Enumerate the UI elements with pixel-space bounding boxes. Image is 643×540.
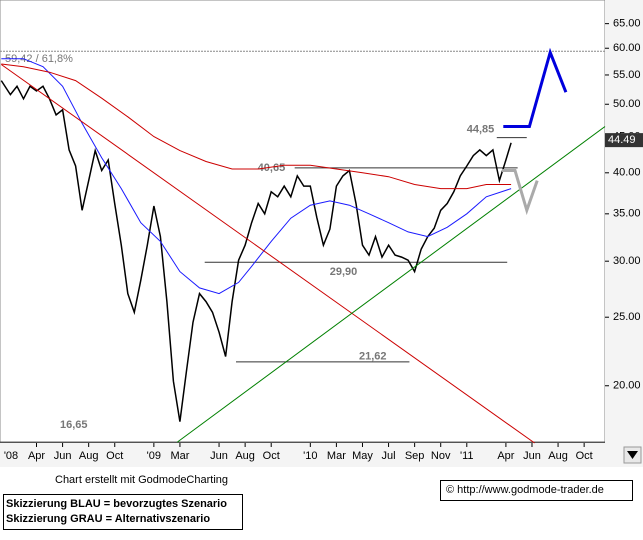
x-tick-label: May xyxy=(352,450,373,462)
x-tick-label: Aug xyxy=(79,450,99,462)
price-tag xyxy=(605,133,643,148)
series-line xyxy=(1,63,512,190)
x-tick-label: Aug xyxy=(235,450,255,462)
x-tick-label: '08 xyxy=(4,450,18,462)
chart: 20.0025.0030.0035.0040.0045.0050.0055.00… xyxy=(0,0,643,467)
x-tick-label: Apr xyxy=(497,450,514,462)
x-tick-label: Aug xyxy=(548,450,568,462)
scroll-arrow xyxy=(627,451,638,459)
level-label: 44,85 xyxy=(467,124,495,136)
legend-blue: Skizzierung BLAU = bevorzugtes Szenario xyxy=(6,498,227,510)
plot-area xyxy=(0,0,606,444)
x-tick-label: Oct xyxy=(106,450,123,462)
url: © http://www.godmode-trader.de xyxy=(446,484,604,496)
x-tick-label: Mar xyxy=(170,450,189,462)
x-tick-label: Apr xyxy=(28,450,45,462)
y-tick-label: 60.00 xyxy=(613,42,641,54)
level-label: 29,90 xyxy=(330,266,358,278)
credit: Chart erstellt mit GodmodeCharting xyxy=(55,474,229,486)
series-line xyxy=(177,126,606,443)
x-axis-panel xyxy=(0,443,643,467)
y-tick-label: 30.00 xyxy=(613,255,641,267)
x-tick-label: Jun xyxy=(210,450,228,462)
legend-box: Skizzierung BLAU = bevorzugtes Szenario … xyxy=(3,494,243,530)
x-tick-label: Jun xyxy=(523,450,541,462)
price-tag-label: 44.49 xyxy=(608,134,636,146)
y-tick-label: 25.00 xyxy=(613,311,641,323)
url-box: © http://www.godmode-trader.de xyxy=(440,480,633,501)
x-tick-label: Sep xyxy=(405,450,425,462)
x-tick-label: Mar xyxy=(327,450,346,462)
x-tick-label: Oct xyxy=(576,450,593,462)
level-label: 21,62 xyxy=(359,351,387,363)
y-tick-label: 40.00 xyxy=(613,167,641,179)
x-tick-label: '09 xyxy=(147,450,161,462)
y-tick-label: 55.00 xyxy=(613,69,641,81)
y-tick-label: 65.00 xyxy=(613,18,641,30)
series-line xyxy=(1,64,535,444)
series-line xyxy=(1,58,512,295)
level-label: 16,65 xyxy=(60,419,88,431)
series-line xyxy=(502,169,539,216)
x-tick-label: '10 xyxy=(303,450,317,462)
legend-gray: Skizzierung GRAU = Alternativszenario xyxy=(6,513,211,525)
y-tick-label: 50.00 xyxy=(613,98,641,110)
level-label: 40,65 xyxy=(258,162,286,174)
level-label: 59,42 / 61,8% xyxy=(5,53,73,65)
y-axis-panel xyxy=(605,0,643,443)
y-tick-label: 35.00 xyxy=(613,208,641,220)
x-tick-label: '11 xyxy=(460,450,474,462)
series-line xyxy=(503,47,568,128)
x-tick-label: Jul xyxy=(382,450,396,462)
x-tick-label: Jun xyxy=(54,450,72,462)
x-tick-label: Nov xyxy=(431,450,451,462)
y-tick-label: 20.00 xyxy=(613,380,641,392)
x-tick-label: Oct xyxy=(263,450,280,462)
